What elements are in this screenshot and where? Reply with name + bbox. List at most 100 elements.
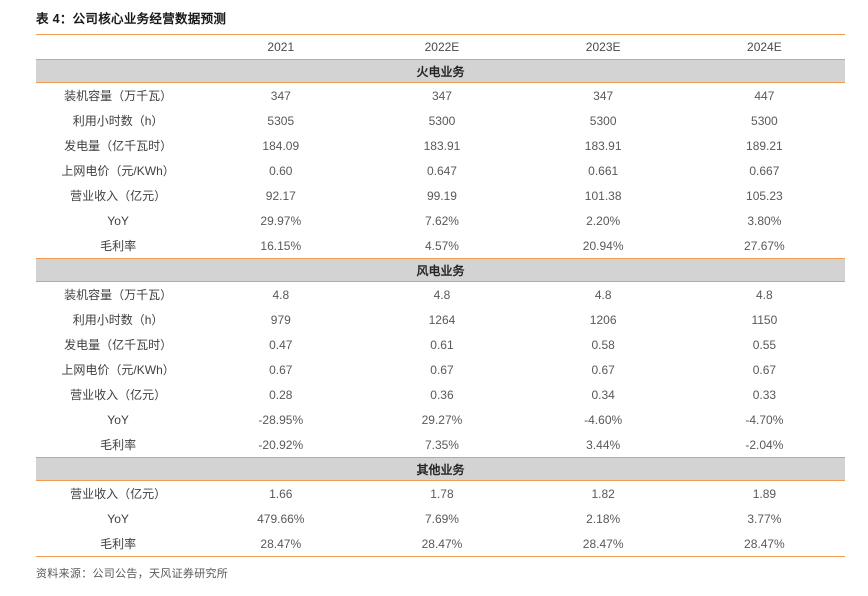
section-header-row: 火电业务 — [36, 59, 845, 83]
table-head: 2021 2022E 2023E 2024E — [36, 35, 845, 60]
cell-value: 0.34 — [591, 387, 615, 402]
cell-value: 0.667 — [749, 163, 780, 178]
cell-value: 1206 — [589, 312, 617, 327]
cell-value: 183.91 — [584, 138, 622, 153]
cell-value: 0.36 — [430, 387, 454, 402]
cell-value: 4.8 — [272, 287, 290, 302]
cell-value: 0.60 — [269, 163, 293, 178]
cell-value: 2.20% — [586, 213, 621, 228]
row-label: 营业收入（亿元） — [70, 487, 167, 501]
cell-value: 5300 — [751, 113, 778, 128]
cell-value: 347 — [593, 88, 614, 103]
cell-value: 1.89 — [752, 486, 777, 501]
cell-value: 7.35% — [424, 437, 459, 452]
row-label: 装机容量（万千瓦） — [64, 89, 173, 103]
table-row: 发电量（亿千瓦时） 0.47 0.61 0.58 0.55 — [36, 332, 845, 357]
cell-value: 7.69% — [424, 511, 459, 526]
section-title-1: 风电业务 — [36, 258, 845, 282]
cell-value: 0.661 — [588, 163, 619, 178]
cell-value: 4.57% — [424, 238, 459, 253]
section-title-2: 其他业务 — [36, 457, 845, 481]
section-title-0: 火电业务 — [36, 59, 845, 83]
cell-value: 28.47% — [260, 536, 302, 551]
cell-value: 183.91 — [423, 138, 461, 153]
cell-value: 16.15% — [260, 238, 302, 253]
table-row: 装机容量（万千瓦） 4.8 4.8 4.8 4.8 — [36, 282, 845, 308]
cell-value: -20.92% — [258, 437, 304, 452]
table-row: 上网电价（元/KWh） 0.67 0.67 0.67 0.67 — [36, 357, 845, 382]
corner-cell — [36, 35, 200, 60]
cell-value: 28.47% — [421, 536, 463, 551]
cell-value: 0.55 — [752, 337, 777, 352]
table-row: 发电量（亿千瓦时） 184.09 183.91 183.91 189.21 — [36, 133, 845, 158]
table-row: YoY 29.97% 7.62% 2.20% 3.80% — [36, 208, 845, 233]
cell-value: 0.61 — [430, 337, 454, 352]
table-row: 装机容量（万千瓦） 347 347 347 447 — [36, 83, 845, 109]
cell-value: 4.8 — [594, 287, 612, 302]
cell-value: 3.77% — [747, 511, 782, 526]
row-label: 发电量（亿千瓦时） — [64, 338, 173, 352]
section-header-row: 风电业务 — [36, 258, 845, 282]
year-header: 2022E — [424, 40, 460, 54]
cell-value: 0.67 — [752, 362, 777, 377]
cell-value: 4.8 — [756, 287, 773, 302]
cell-value: 979 — [270, 312, 291, 327]
cell-value: 0.47 — [269, 337, 293, 352]
cell-value: -4.70% — [745, 412, 784, 427]
row-label: YoY — [107, 511, 129, 526]
cell-value: 1.82 — [591, 486, 615, 501]
row-label: 毛利率 — [100, 537, 137, 551]
cell-value: 347 — [270, 88, 291, 103]
forecast-table: 2021 2022E 2023E 2024E 火电业务装机容量（万千瓦） 347 347 3… — [36, 34, 845, 557]
table-row: 营业收入（亿元） 0.28 0.36 0.34 0.33 — [36, 382, 845, 407]
cell-value: 4.8 — [433, 287, 451, 302]
table-row: 毛利率 28.47% 28.47% 28.47% 28.47% — [36, 531, 845, 557]
cell-value: 0.67 — [591, 362, 615, 377]
table-row: YoY -28.95% 29.27% -4.60% -4.70% — [36, 407, 845, 432]
cell-value: 92.17 — [265, 188, 296, 203]
cell-value: 0.58 — [591, 337, 615, 352]
table-row: 营业收入（亿元） 92.17 99.19 101.38 105.23 — [36, 183, 845, 208]
table-row: 上网电价（元/KWh） 0.60 0.647 0.661 0.667 — [36, 158, 845, 183]
cell-value: -2.04% — [745, 437, 784, 452]
cell-value: 105.23 — [746, 188, 783, 203]
cell-value: 1264 — [428, 312, 456, 327]
year-header: 2024E — [747, 40, 782, 54]
year-header: 2023E — [585, 40, 621, 54]
row-label: 毛利率 — [100, 438, 137, 452]
table-row: 毛利率 -20.92% 7.35% 3.44% -2.04% — [36, 432, 845, 458]
cell-value: 1.78 — [430, 486, 454, 501]
cell-value: -28.95% — [258, 412, 304, 427]
row-label: 发电量（亿千瓦时） — [64, 139, 173, 153]
row-label: 装机容量（万千瓦） — [64, 288, 173, 302]
cell-value: 447 — [754, 88, 775, 103]
table-body: 火电业务装机容量（万千瓦） 347 347 347 447 利用小时数（h） 5305 530… — [36, 59, 845, 557]
table-row: 毛利率 16.15% 4.57% 20.94% 27.67% — [36, 233, 845, 259]
table-row: 营业收入（亿元） 1.66 1.78 1.82 1.89 — [36, 481, 845, 507]
table-title: 表 4：公司核心业务经营数据预测 — [36, 12, 227, 26]
cell-value: 0.28 — [269, 387, 293, 402]
table-row: 利用小时数（h） 5305 5300 5300 5300 — [36, 108, 845, 133]
row-label: 利用小时数（h） — [72, 114, 164, 128]
table-row: 利用小时数（h） 979 1264 1206 1150 — [36, 307, 845, 332]
cell-value: 184.09 — [262, 138, 300, 153]
row-label: 营业收入（亿元） — [70, 388, 167, 402]
row-label: 上网电价（元/KWh） — [61, 164, 175, 178]
table-row: YoY 479.66% 7.69% 2.18% 3.77% — [36, 506, 845, 531]
cell-value: 347 — [431, 88, 452, 103]
cell-value: -4.60% — [584, 412, 623, 427]
row-label: YoY — [107, 412, 129, 427]
cell-value: 20.94% — [582, 238, 624, 253]
cell-value: 5300 — [589, 113, 617, 128]
row-label: 利用小时数（h） — [72, 313, 164, 327]
cell-value: 28.47% — [744, 536, 785, 551]
cell-value: 29.27% — [421, 412, 463, 427]
cell-value: 5305 — [267, 113, 295, 128]
year-header: 2021 — [267, 40, 295, 54]
cell-value: 29.97% — [260, 213, 302, 228]
cell-value: 1.66 — [269, 486, 293, 501]
source-note: 资料来源：公司公告，天风证券研究所 — [36, 568, 229, 580]
cell-value: 0.67 — [269, 362, 293, 377]
section-header-row: 其他业务 — [36, 457, 845, 481]
